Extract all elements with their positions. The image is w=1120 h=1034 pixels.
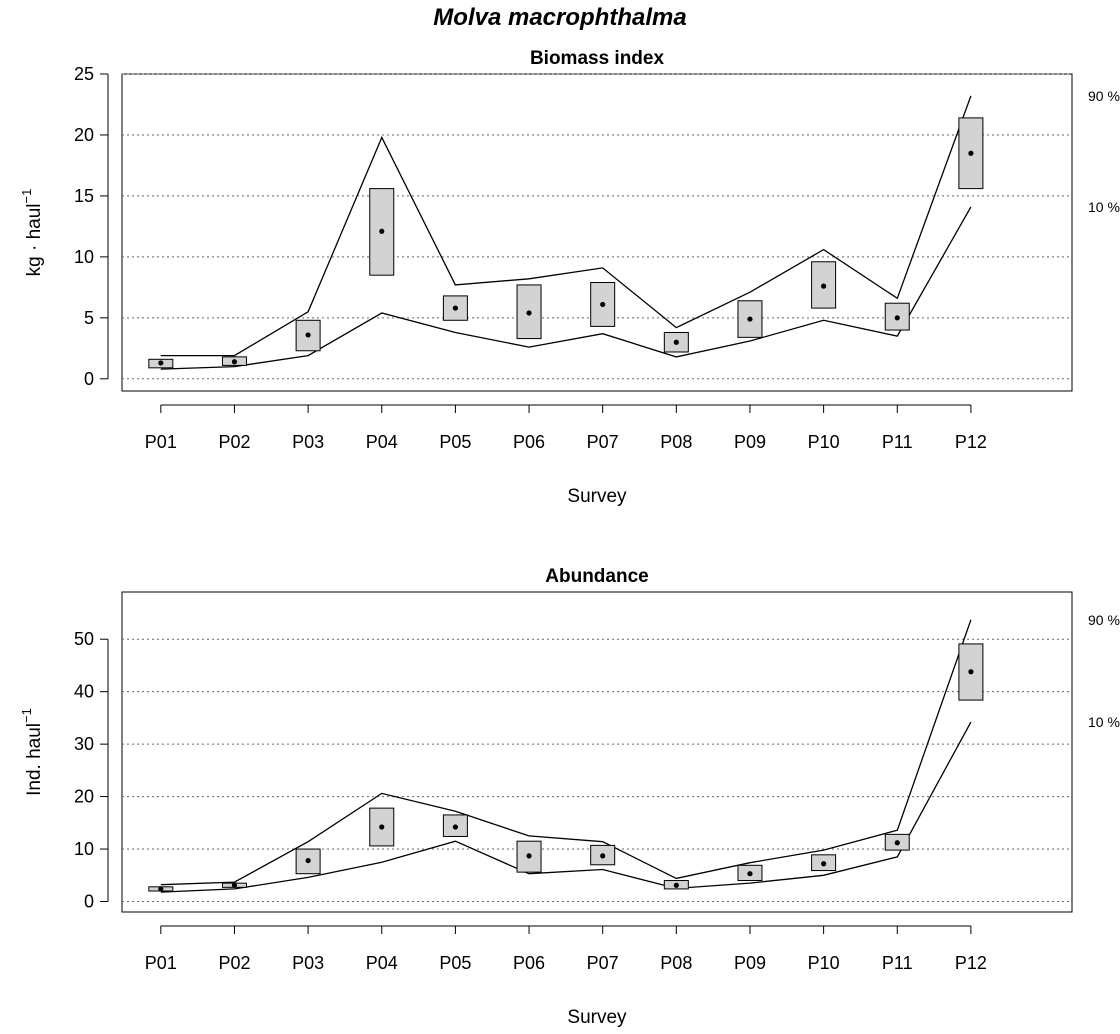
x-tick-label: P11 bbox=[882, 432, 913, 452]
mean-point bbox=[968, 669, 974, 675]
mean-point bbox=[526, 853, 532, 859]
x-axis-title: Survey bbox=[567, 486, 627, 507]
mean-point bbox=[673, 882, 679, 888]
series-line-90 bbox=[160, 95, 972, 357]
panel-title: Abundance bbox=[545, 566, 648, 587]
label-90-percent: 90 % bbox=[1088, 612, 1120, 628]
mean-point bbox=[821, 861, 827, 867]
mean-point bbox=[379, 228, 385, 234]
y-tick-label: 15 bbox=[74, 186, 94, 206]
mean-point bbox=[305, 332, 311, 338]
plot-frame bbox=[121, 73, 1073, 392]
mean-point bbox=[673, 339, 679, 345]
mean-point bbox=[305, 857, 311, 864]
chart-title: Molva macrophthalma bbox=[433, 4, 687, 31]
x-tick-label: P01 bbox=[145, 953, 177, 973]
y-tick-label: 20 bbox=[74, 125, 94, 145]
series-line-10 bbox=[160, 206, 972, 370]
x-tick-label: P08 bbox=[660, 953, 692, 973]
mean-point bbox=[158, 360, 164, 366]
label-90-percent: 90 % bbox=[1088, 88, 1120, 104]
x-tick-label: P11 bbox=[882, 953, 913, 973]
x-tick-label: P05 bbox=[439, 432, 471, 452]
x-tick-label: P10 bbox=[808, 432, 840, 452]
mean-point bbox=[158, 886, 164, 892]
mean-point bbox=[747, 316, 753, 322]
x-tick-label: P03 bbox=[292, 432, 324, 452]
x-tick-label: P09 bbox=[734, 432, 766, 452]
series-line-10 bbox=[160, 721, 972, 893]
x-tick-label: P05 bbox=[439, 953, 471, 973]
x-tick-label: P12 bbox=[955, 953, 987, 973]
y-tick-label: 50 bbox=[74, 629, 94, 649]
mean-point bbox=[452, 305, 458, 311]
mean-point bbox=[747, 871, 753, 877]
interval-box bbox=[369, 807, 395, 847]
x-tick-label: P08 bbox=[660, 432, 692, 452]
plot-frame bbox=[121, 591, 1073, 913]
y-axis-title: Ind. haul−1 bbox=[19, 708, 45, 796]
mean-point bbox=[600, 301, 606, 308]
mean-point bbox=[231, 359, 238, 365]
y-tick-label: 0 bbox=[84, 892, 94, 912]
interval-box bbox=[442, 295, 468, 321]
y-tick-label: 25 bbox=[74, 64, 94, 84]
label-10-percent: 10 % bbox=[1088, 714, 1120, 730]
y-tick-label: 5 bbox=[84, 308, 94, 328]
x-tick-label: P02 bbox=[218, 432, 250, 452]
x-tick-label: P04 bbox=[366, 953, 398, 973]
y-tick-label: 20 bbox=[74, 787, 94, 807]
panel-title: Biomass index bbox=[530, 48, 665, 69]
mean-point bbox=[231, 882, 238, 888]
x-axis-title: Survey bbox=[567, 1007, 627, 1028]
mean-point bbox=[821, 283, 827, 289]
mean-point bbox=[894, 315, 900, 321]
label-10-percent: 10 % bbox=[1088, 199, 1120, 215]
x-tick-label: P07 bbox=[587, 432, 619, 452]
x-tick-label: P10 bbox=[808, 953, 840, 973]
panel-1: Biomass index 0 5 10 15 20 25 kg · haul−1 P01 P02… bbox=[19, 48, 1120, 507]
y-tick-label: 0 bbox=[84, 369, 94, 389]
mean-point bbox=[526, 310, 532, 316]
y-tick-label: 30 bbox=[74, 734, 94, 754]
mean-point bbox=[379, 824, 385, 830]
panel-2: Abundance 0 10 20 30 40 50 Ind. haul−1 P01 P02 P03… bbox=[19, 566, 1120, 1028]
y-tick-label: 10 bbox=[74, 839, 94, 859]
x-tick-label: P03 bbox=[292, 953, 324, 973]
y-tick-label: 10 bbox=[74, 247, 94, 267]
mean-point bbox=[600, 853, 606, 859]
interval-box bbox=[958, 117, 984, 190]
x-tick-label: P01 bbox=[145, 432, 177, 452]
x-tick-label: P12 bbox=[955, 432, 987, 452]
y-tick-label: 40 bbox=[74, 682, 94, 702]
x-tick-label: P09 bbox=[734, 953, 766, 973]
series-line-90 bbox=[160, 619, 972, 886]
x-tick-label: P06 bbox=[513, 432, 545, 452]
x-tick-label: P04 bbox=[366, 432, 398, 452]
y-axis-title: kg · haul−1 bbox=[19, 189, 45, 277]
x-tick-label: P07 bbox=[587, 953, 619, 973]
mean-point bbox=[452, 824, 458, 830]
x-tick-label: P06 bbox=[513, 953, 545, 973]
mean-point bbox=[894, 840, 900, 846]
mean-point bbox=[968, 150, 974, 156]
x-tick-label: P02 bbox=[218, 953, 250, 973]
